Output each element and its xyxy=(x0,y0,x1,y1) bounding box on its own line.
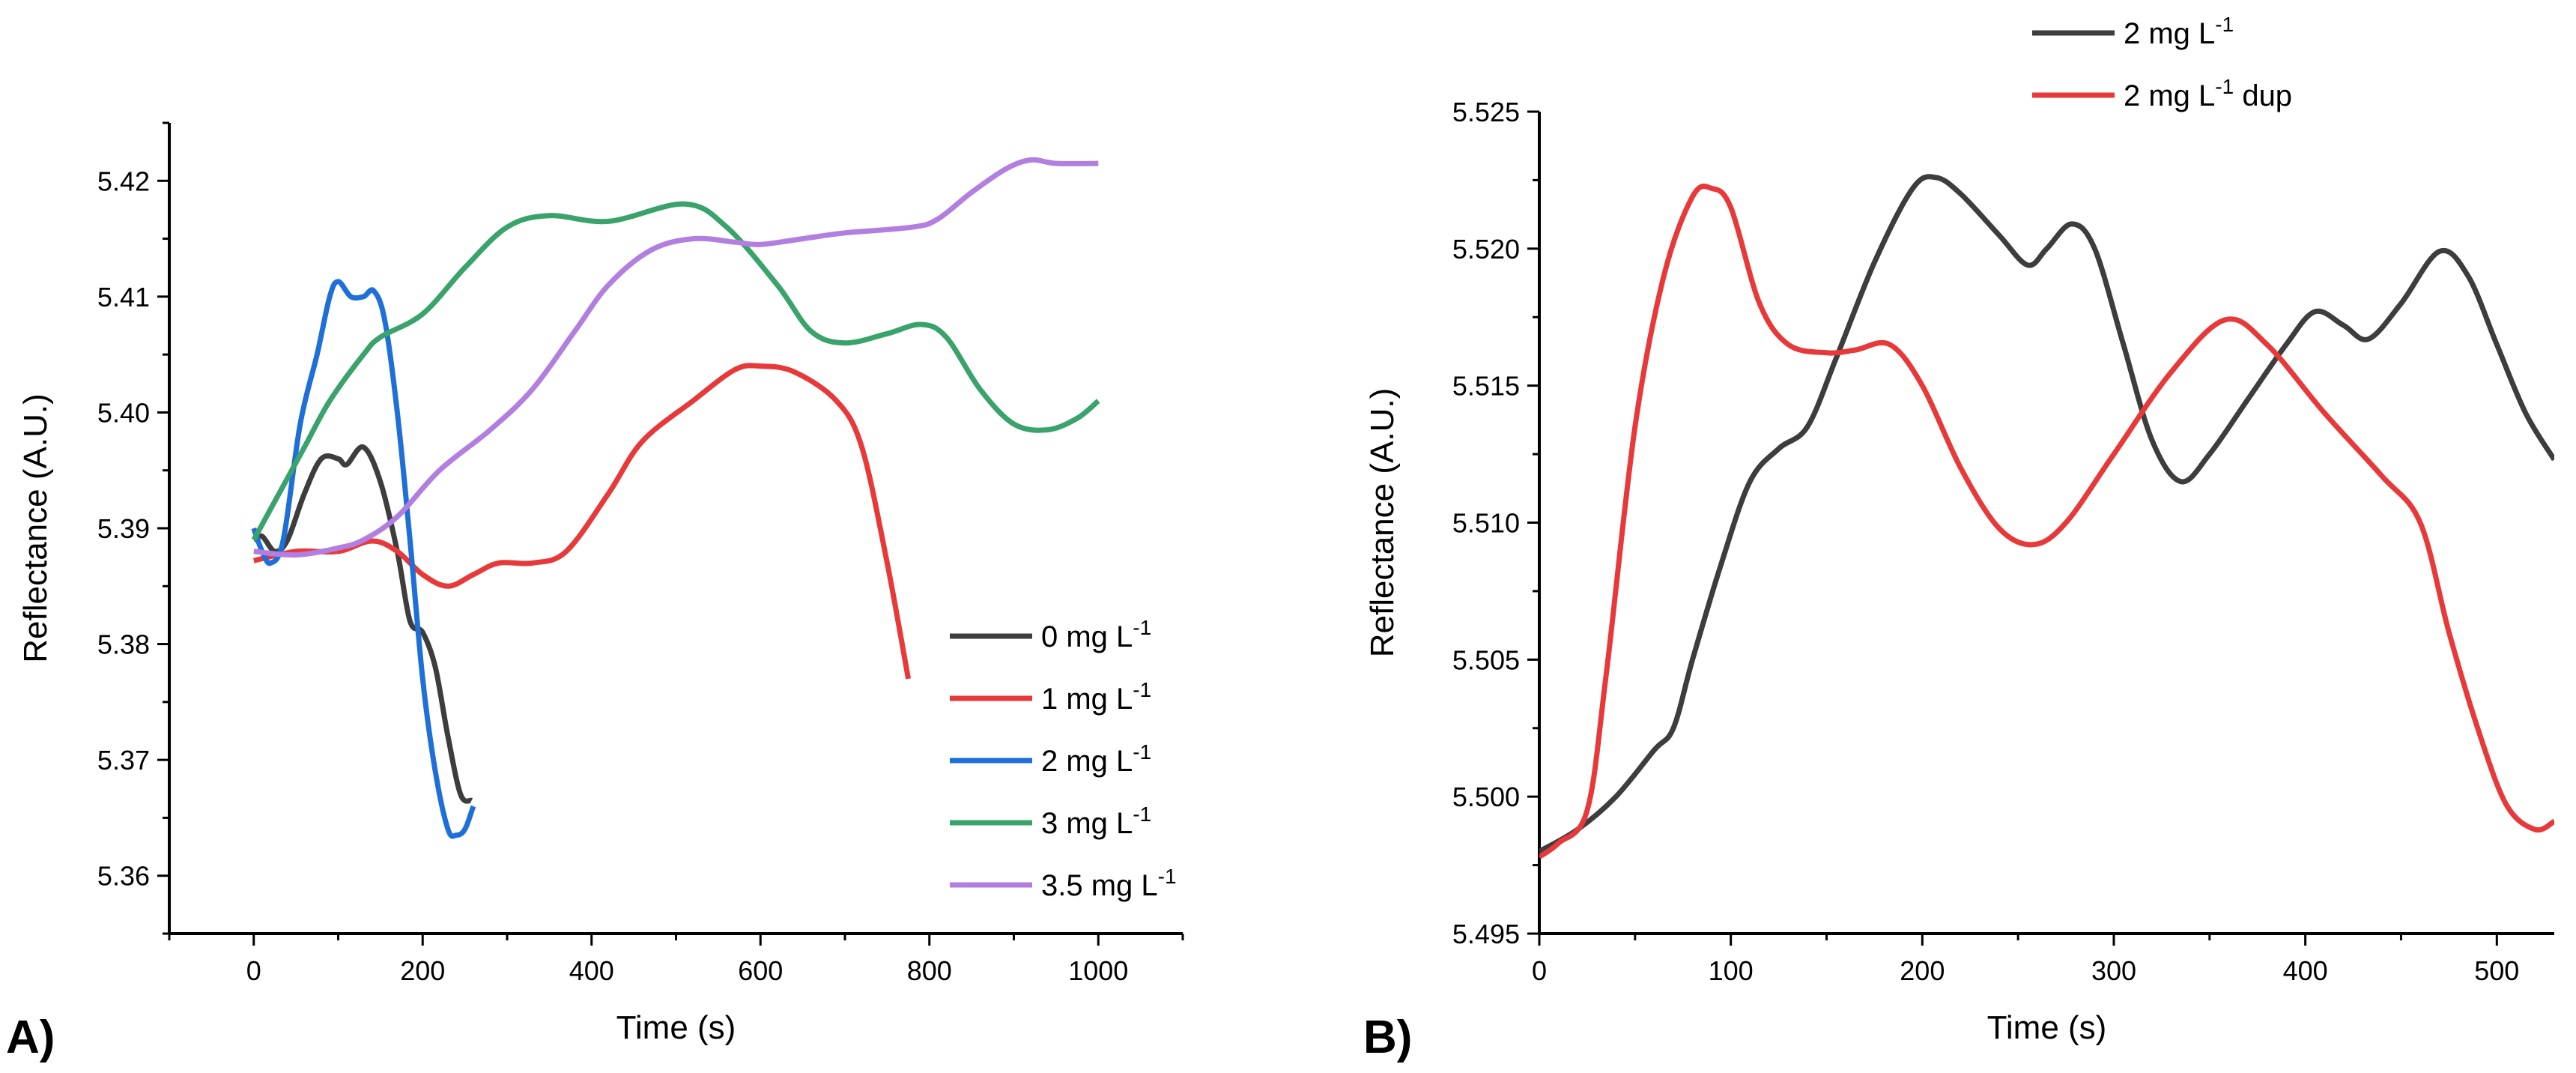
y-tick-label: 5.40 xyxy=(97,397,150,428)
y-tick-label: 5.37 xyxy=(97,745,150,776)
y-tick-label: 5.505 xyxy=(1452,644,1520,675)
panel-a-chart: 0 200 400 600 800 1000 5.36 5.37 5.38 5.39 5.40 5.4… xyxy=(6,121,1184,1063)
series-line-1-mg-l-1 xyxy=(253,363,912,680)
x-axis-title: Time (s) xyxy=(1987,1009,2107,1046)
legend-label: 1 mg L-1 xyxy=(1041,678,1151,716)
y-tick-label: 5.42 xyxy=(97,166,150,196)
legend-label: 3.5 mg L-1 xyxy=(1041,865,1177,902)
panel-label: B) xyxy=(1363,1012,1412,1063)
y-tick-label: 5.500 xyxy=(1452,782,1520,812)
x-tick-label: 1000 xyxy=(1068,955,1128,986)
y-tick-label: 5.520 xyxy=(1452,234,1520,265)
legend-label: 2 mg L-1 dup xyxy=(2124,75,2292,112)
y-tick-label: 5.38 xyxy=(97,629,150,660)
series-line-0-mg-l-1 xyxy=(252,444,473,804)
y-tick-label: 5.515 xyxy=(1452,371,1520,402)
legend-label: 3 mg L-1 xyxy=(1041,803,1151,840)
x-tick-label: 300 xyxy=(2091,955,2136,986)
y-tick-label: 5.36 xyxy=(97,861,150,892)
legend-label: 2 mg L-1 xyxy=(2124,13,2234,50)
x-tick-label: 800 xyxy=(907,955,952,986)
x-tick-label: 400 xyxy=(2283,955,2328,986)
x-tick-label: 0 xyxy=(246,955,261,986)
x-tick-label: 200 xyxy=(400,955,445,986)
y-tick-label: 5.510 xyxy=(1452,508,1520,539)
series-line-3-mg-l-1 xyxy=(251,201,1100,542)
x-tick-label: 200 xyxy=(1900,955,1945,986)
legend-label: 2 mg L-1 xyxy=(1041,740,1151,778)
panel-label: A) xyxy=(6,1012,55,1063)
x-tick-label: 600 xyxy=(738,955,783,986)
x-axis-title: Time (s) xyxy=(616,1009,736,1046)
y-axis-title: Reflectance (A.U.) xyxy=(1364,388,1401,657)
y-axis-title: Reflectance (A.U.) xyxy=(17,393,54,662)
series-line-2-mg-l-1 xyxy=(251,279,476,839)
series-line-2-mg-l-1 xyxy=(1539,174,2554,854)
y-tick-label: 5.495 xyxy=(1452,919,1520,949)
y-tick-label: 5.39 xyxy=(97,513,150,544)
y-tick-label: 5.41 xyxy=(97,282,150,312)
x-tick-label: 0 xyxy=(1532,955,1547,986)
x-tick-label: 100 xyxy=(1709,955,1754,986)
y-tick-label: 5.525 xyxy=(1452,97,1520,127)
legend-label: 0 mg L-1 xyxy=(1041,616,1151,653)
series-line-3-5-mg-l-1 xyxy=(253,157,1099,558)
x-tick-label: 500 xyxy=(2474,955,2519,986)
x-tick-label: 400 xyxy=(569,955,614,986)
series-line-2-mg-l-1-dup xyxy=(1539,184,2554,859)
panel-b-chart: 0 100 200 300 400 500 5.495 5.500 5.505 5.510 5.51… xyxy=(1363,13,2554,1063)
